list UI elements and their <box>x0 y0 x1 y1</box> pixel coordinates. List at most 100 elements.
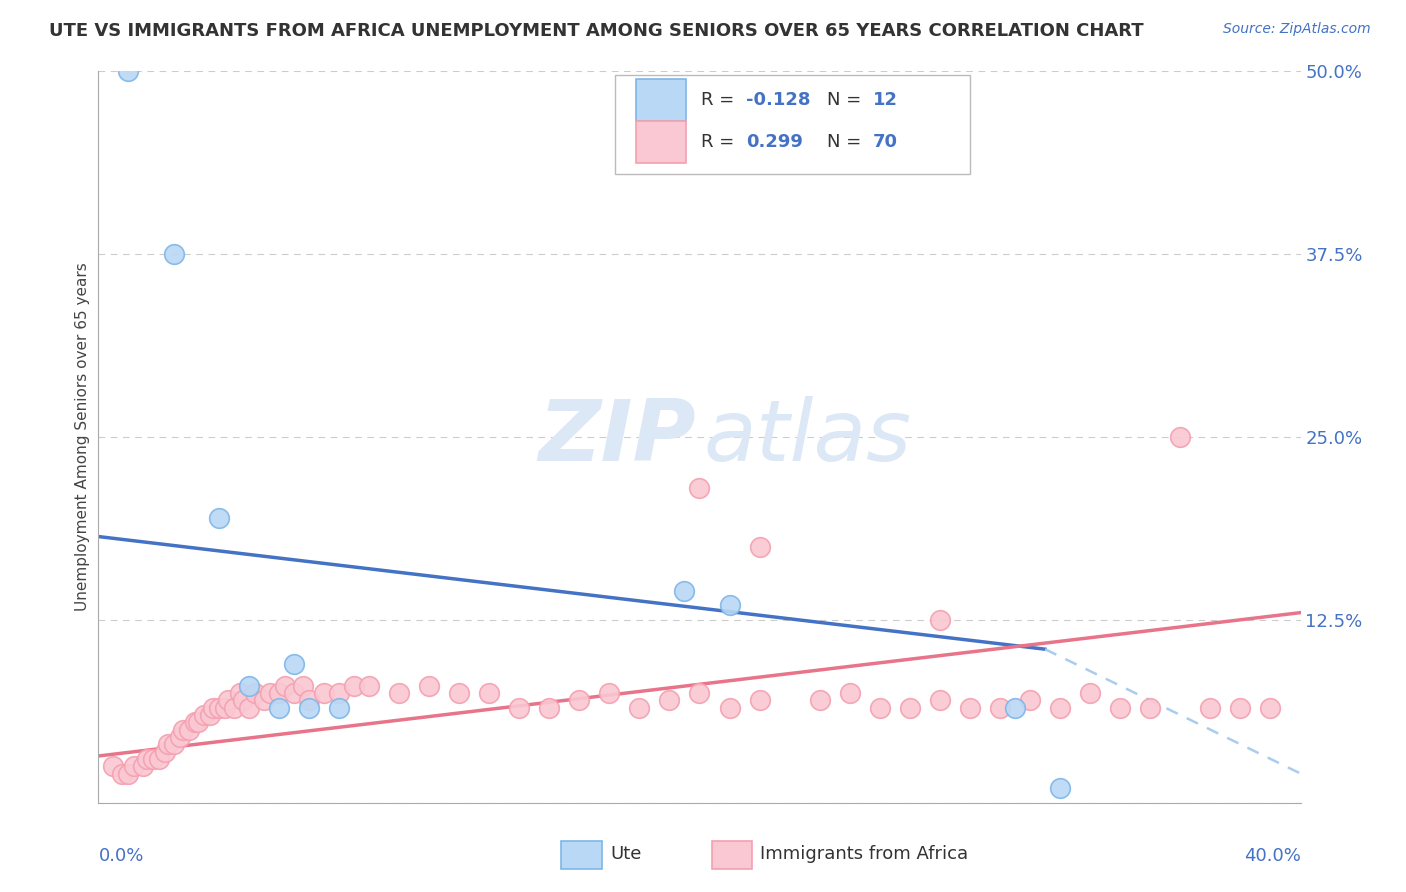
Point <box>478 686 501 700</box>
Point <box>343 679 366 693</box>
Point <box>162 737 184 751</box>
Point <box>869 700 891 714</box>
Text: N =: N = <box>827 91 868 109</box>
Point <box>193 708 215 723</box>
Point <box>1109 700 1132 714</box>
Point <box>418 679 440 693</box>
Point <box>838 686 860 700</box>
Point <box>222 700 245 714</box>
Bar <box>711 841 752 869</box>
Point <box>169 730 191 744</box>
Text: -0.128: -0.128 <box>747 91 811 109</box>
Point <box>328 700 350 714</box>
Point <box>658 693 681 707</box>
Point <box>388 686 411 700</box>
Text: 12: 12 <box>873 91 897 109</box>
Point <box>291 679 314 693</box>
Point <box>808 693 831 707</box>
Text: UTE VS IMMIGRANTS FROM AFRICA UNEMPLOYMENT AMONG SENIORS OVER 65 YEARS CORRELATI: UTE VS IMMIGRANTS FROM AFRICA UNEMPLOYME… <box>49 22 1144 40</box>
Point <box>187 715 209 730</box>
Text: Immigrants from Africa: Immigrants from Africa <box>759 845 967 863</box>
Point <box>208 700 231 714</box>
Point <box>959 700 981 714</box>
Text: 0.0%: 0.0% <box>98 847 143 864</box>
Point <box>274 679 297 693</box>
Point <box>1004 700 1026 714</box>
Point <box>1139 700 1161 714</box>
Point <box>111 766 134 780</box>
Point <box>312 686 335 700</box>
Text: R =: R = <box>700 91 740 109</box>
Bar <box>636 78 686 121</box>
Point <box>328 686 350 700</box>
Point <box>238 679 260 693</box>
Point <box>1260 700 1282 714</box>
Point <box>298 700 321 714</box>
Point <box>183 715 205 730</box>
Point <box>283 657 305 671</box>
Point <box>1199 700 1222 714</box>
Point <box>232 693 254 707</box>
Point <box>198 708 221 723</box>
Point <box>208 510 231 524</box>
Point <box>141 752 163 766</box>
Text: R =: R = <box>700 133 740 151</box>
Text: ZIP: ZIP <box>538 395 696 479</box>
Bar <box>561 841 602 869</box>
Point <box>1170 430 1192 444</box>
Text: atlas: atlas <box>703 395 911 479</box>
Point <box>568 693 591 707</box>
Text: N =: N = <box>827 133 868 151</box>
Point <box>1049 781 1071 796</box>
Point <box>124 759 146 773</box>
Point <box>929 613 952 627</box>
Point <box>201 700 224 714</box>
Point <box>148 752 170 766</box>
Point <box>283 686 305 700</box>
Point <box>132 759 155 773</box>
FancyBboxPatch shape <box>616 75 970 174</box>
Point <box>228 686 250 700</box>
Bar <box>636 120 686 163</box>
Point <box>748 693 770 707</box>
Point <box>1019 693 1042 707</box>
Point <box>117 64 139 78</box>
Text: 40.0%: 40.0% <box>1244 847 1301 864</box>
Point <box>214 700 236 714</box>
Point <box>447 686 470 700</box>
Point <box>628 700 651 714</box>
Text: Source: ZipAtlas.com: Source: ZipAtlas.com <box>1223 22 1371 37</box>
Point <box>688 686 710 700</box>
Point <box>135 752 157 766</box>
Point <box>162 247 184 261</box>
Point <box>508 700 530 714</box>
Point <box>243 686 266 700</box>
Text: Ute: Ute <box>610 845 643 863</box>
Point <box>298 693 321 707</box>
Point <box>259 686 281 700</box>
Point <box>898 700 921 714</box>
Point <box>172 723 194 737</box>
Point <box>988 700 1011 714</box>
Point <box>238 700 260 714</box>
Point <box>177 723 200 737</box>
Point <box>1049 700 1071 714</box>
Point <box>929 693 952 707</box>
Y-axis label: Unemployment Among Seniors over 65 years: Unemployment Among Seniors over 65 years <box>75 263 90 611</box>
Point <box>718 700 741 714</box>
Point <box>103 759 125 773</box>
Point <box>538 700 561 714</box>
Point <box>217 693 239 707</box>
Point <box>1078 686 1101 700</box>
Point <box>267 700 290 714</box>
Text: 0.299: 0.299 <box>747 133 803 151</box>
Point <box>156 737 179 751</box>
Point <box>1229 700 1251 714</box>
Point <box>688 481 710 495</box>
Point <box>357 679 380 693</box>
Text: 70: 70 <box>873 133 897 151</box>
Point <box>718 599 741 613</box>
Point <box>267 686 290 700</box>
Point <box>117 766 139 780</box>
Point <box>673 583 696 598</box>
